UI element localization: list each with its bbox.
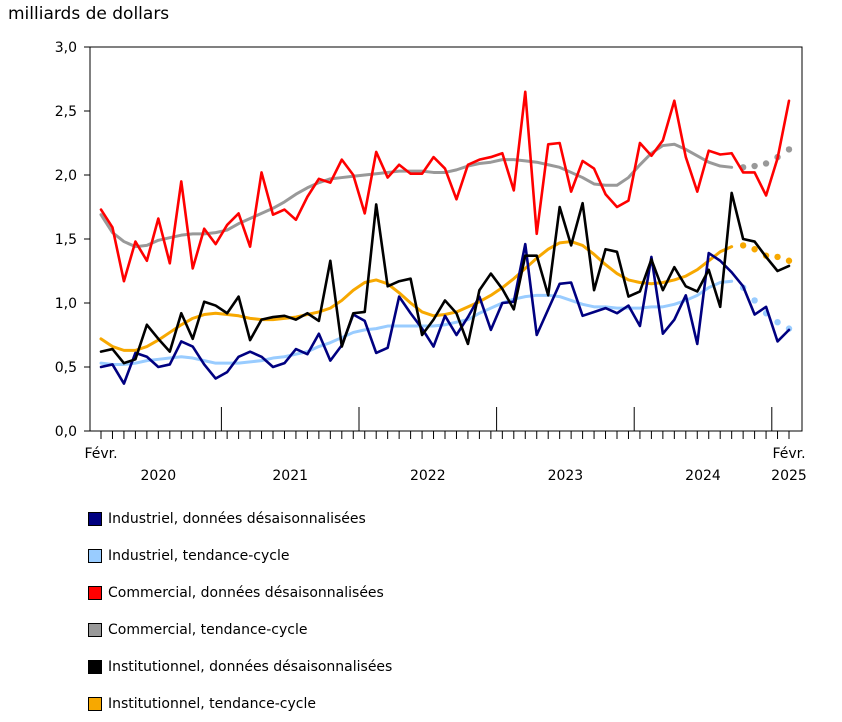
series-point-3	[762, 160, 770, 167]
series-point-1	[751, 297, 758, 304]
y-tick-label: 2,5	[55, 104, 77, 120]
series-point-5	[774, 253, 781, 261]
plot-frame	[89, 46, 803, 432]
legend-swatch-industrial-trend	[88, 548, 102, 563]
series-line-4	[99, 191, 791, 365]
series-point-3	[751, 162, 758, 170]
x-year-label: 2021	[272, 468, 308, 484]
x-year-label: 2020	[141, 468, 177, 484]
legend-swatch-commercial-sa	[88, 585, 102, 600]
y-tick-label: 2,0	[55, 168, 77, 184]
series-point-5	[785, 257, 793, 264]
x-axis-ticks	[100, 407, 790, 439]
series-point-1	[774, 319, 781, 326]
y-axis-title: milliards de dollars	[8, 4, 170, 24]
legend-item-industrial-trend: Industriel, tendance-cycle	[88, 537, 392, 574]
series-point-3	[785, 146, 793, 153]
legend-swatch-industrial-sa	[88, 511, 102, 526]
legend-label: Institutionnel, tendance-cycle	[108, 695, 316, 712]
series-line-0	[99, 242, 791, 385]
legend-label: Commercial, tendance-cycle	[108, 621, 308, 638]
y-tick-label: 0,0	[55, 424, 77, 440]
legend-item-industrial-sa: Industriel, données désaisonnalisées	[88, 500, 392, 537]
legend-label: Industriel, données désaisonnalisées	[108, 510, 366, 527]
x-start-label: Févr.	[84, 446, 117, 462]
legend-item-institutional-sa: Institutionnel, données désaisonnalisées	[88, 648, 392, 685]
x-axis-year-labels: 2020 2021 2022 2023 2024 2025	[141, 468, 807, 484]
series-line-2	[99, 90, 791, 283]
legend-label: Institutionnel, données désaisonnalisées	[108, 658, 393, 675]
legend-swatch-institutional-trend	[88, 696, 102, 711]
series-point-5	[739, 242, 747, 249]
legend-swatch-institutional-sa	[88, 659, 102, 674]
legend-swatch-commercial-trend	[88, 622, 102, 637]
series-point-5	[751, 246, 758, 253]
legend-item-commercial-sa: Commercial, données désaisonnalisées	[88, 574, 392, 611]
series-group	[99, 90, 793, 385]
y-tick-label: 1,5	[55, 232, 77, 248]
legend-label: Industriel, tendance-cycle	[108, 547, 290, 564]
legend-item-institutional-trend: Institutionnel, tendance-cycle	[88, 685, 392, 722]
x-year-label: 2023	[548, 468, 584, 484]
x-year-label: 2025	[771, 468, 807, 484]
series-line-3	[99, 142, 734, 249]
legend-item-commercial-trend: Commercial, tendance-cycle	[88, 611, 392, 648]
y-tick-label: 1,0	[55, 296, 77, 312]
x-year-label: 2022	[410, 468, 446, 484]
legend: Industriel, données désaisonnalisées Ind…	[88, 500, 392, 722]
legend-label: Commercial, données désaisonnalisées	[108, 584, 384, 601]
x-year-label: 2024	[685, 468, 721, 484]
y-axis-ticks: 0,0 0,5 1,0 1,5 2,0 2,5 3,0	[55, 40, 90, 440]
y-tick-label: 3,0	[55, 40, 77, 56]
y-tick-label: 0,5	[55, 360, 77, 376]
x-end-label: Févr.	[772, 446, 805, 462]
